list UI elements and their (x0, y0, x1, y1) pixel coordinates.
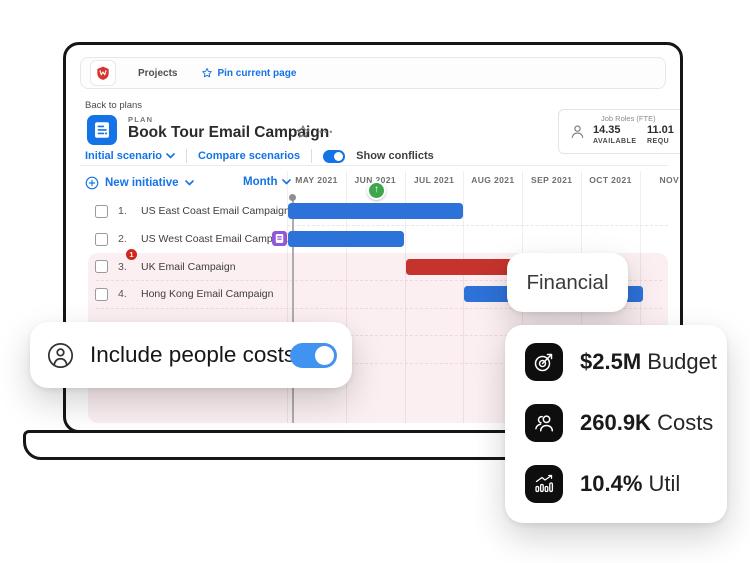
grid-line (404, 171, 406, 423)
scenario-controls: Initial scenario Compare scenarios Show … (85, 148, 434, 164)
row-number: 3. (118, 260, 127, 273)
gantt-bar[interactable] (288, 203, 463, 219)
pin-star-icon (202, 68, 213, 78)
pin-label: Pin current page (217, 67, 297, 79)
initiative-name: Hong Kong Email Campaign (141, 288, 274, 300)
scenario-up-arrow-marker[interactable]: ↑ (367, 181, 386, 200)
row-divider (96, 280, 662, 281)
job-roles-available: 14.35 AVAILABLE (593, 124, 637, 145)
include-people-costs-card: Include people costs (30, 322, 352, 388)
month-header: JUN 2021 (354, 175, 397, 185)
conflict-alert-badge: 1 (126, 248, 137, 260)
show-conflicts-toggle[interactable] (323, 149, 346, 163)
stat-row: $2.5M Budget (525, 343, 727, 381)
month-header: AUG 2021 (471, 175, 515, 185)
row-checkbox[interactable] (95, 204, 108, 218)
today-marker-dot (289, 194, 296, 201)
divider (186, 149, 188, 163)
row-divider (96, 335, 662, 336)
stat-row: 260.9K Costs (525, 404, 727, 442)
plus-circle-icon (85, 176, 99, 190)
month-header: JUL 2021 (413, 175, 455, 185)
chevron-down-icon (282, 179, 292, 185)
month-header: NOV (659, 175, 680, 185)
month-header: MAY 2021 (295, 175, 338, 185)
pin-current-page-button[interactable]: Pin current page (201, 67, 296, 79)
scenario-note-icon[interactable] (272, 231, 287, 246)
job-roles-required: 11.01 REQU (647, 124, 674, 145)
gantt-row[interactable]: 4. Hong Kong Email Campaign (95, 280, 274, 308)
row-number: 4. (118, 288, 127, 300)
row-number: 2. (118, 233, 127, 245)
month-header: OCT 2021 (589, 175, 632, 185)
job-roles-title: Job Roles (FTE) (601, 114, 656, 123)
include-people-costs-toggle[interactable] (290, 342, 337, 368)
show-conflicts-label: Show conflicts (356, 150, 434, 162)
row-divider (287, 225, 668, 226)
financial-stats-card: $2.5M Budget 260.9K Costs 10.4% Util (505, 325, 727, 523)
stat-text: 260.9K Costs (580, 410, 714, 435)
row-checkbox[interactable] (95, 232, 108, 246)
more-options-icon[interactable]: ••• (319, 127, 335, 137)
grid-line (463, 171, 465, 423)
divider (80, 165, 668, 166)
stat-text: $2.5M Budget (580, 349, 717, 374)
grid-line (345, 171, 347, 423)
target-icon (525, 343, 563, 381)
workfront-logo-icon[interactable] (90, 60, 116, 86)
divider (311, 149, 313, 163)
row-divider (96, 363, 662, 364)
people-icon (525, 404, 563, 442)
stat-text: 10.4% Util (580, 471, 681, 496)
initiative-name: UK Email Campaign (141, 260, 236, 273)
chart-icon (525, 465, 563, 503)
include-people-costs-label: Include people costs (90, 342, 296, 367)
new-initiative-button[interactable]: New initiative (85, 176, 194, 190)
gantt-row[interactable]: 3. UK Email Campaign 1 (95, 248, 236, 281)
row-checkbox[interactable] (95, 287, 108, 301)
nav-projects[interactable]: Projects (138, 67, 178, 79)
stat-row: 10.4% Util (525, 465, 727, 503)
gantt-row[interactable]: 2. US West Coast Email Campai... (95, 225, 290, 253)
top-nav-bar: Projects Pin current page (80, 57, 666, 89)
initiative-name: US East Coast Email Campaign (141, 205, 290, 217)
chevron-down-icon (166, 153, 175, 159)
row-checkbox[interactable] (95, 260, 108, 273)
person-circle-icon (47, 342, 74, 368)
today-marker-line (292, 198, 294, 423)
gantt-row[interactable]: 1. US East Coast Email Campaign (95, 197, 290, 225)
row-divider (96, 308, 662, 309)
compare-scenarios-link[interactable]: Compare scenarios (198, 150, 301, 162)
gantt-bar[interactable] (288, 231, 405, 247)
page-title: Book Tour Email Campaign (128, 124, 330, 141)
financial-tooltip: Financial (507, 253, 628, 312)
row-number: 1. (118, 205, 127, 217)
grid-line (287, 171, 288, 423)
job-roles-panel: Job Roles (FTE) 14.35 AVAILABLE 11.01 RE… (558, 109, 680, 154)
month-header: SEP 2021 (531, 175, 573, 185)
person-icon (571, 125, 584, 139)
favorite-star-icon[interactable] (295, 124, 311, 140)
back-to-plans-link[interactable]: Back to plans (85, 100, 143, 111)
initiative-name: US West Coast Email Campai... (141, 233, 290, 245)
chevron-down-icon (184, 180, 194, 186)
timescale-dropdown[interactable]: Month (243, 176, 292, 188)
plan-doc-icon (87, 115, 117, 145)
initial-scenario-dropdown[interactable]: Initial scenario (85, 150, 175, 162)
plan-type-label: PLAN (128, 115, 154, 124)
